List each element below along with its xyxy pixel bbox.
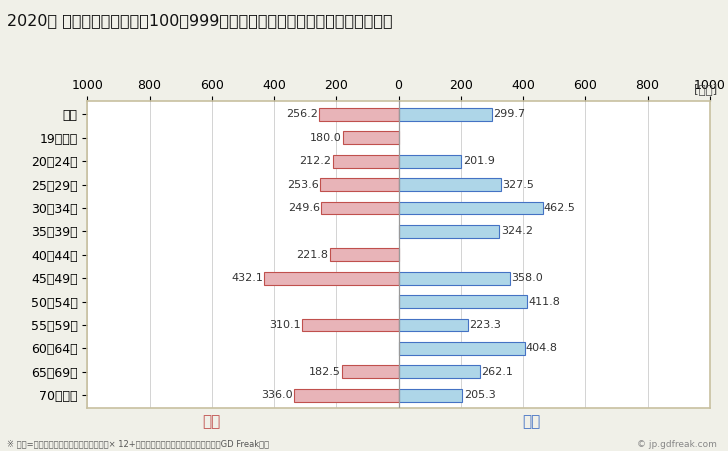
Bar xyxy=(399,342,525,355)
Text: 201.9: 201.9 xyxy=(463,156,494,166)
Bar xyxy=(399,178,501,191)
Bar xyxy=(333,155,399,168)
Bar xyxy=(343,131,399,144)
Text: 411.8: 411.8 xyxy=(528,297,560,307)
Text: 262.1: 262.1 xyxy=(481,367,513,377)
Bar xyxy=(320,178,399,191)
Text: 180.0: 180.0 xyxy=(309,133,341,143)
Bar xyxy=(399,155,462,168)
Bar xyxy=(319,108,399,121)
Text: 310.1: 310.1 xyxy=(269,320,301,330)
Text: 336.0: 336.0 xyxy=(261,390,293,400)
Text: 324.2: 324.2 xyxy=(501,226,533,236)
Text: 404.8: 404.8 xyxy=(526,344,558,354)
Bar xyxy=(399,295,527,308)
Text: 256.2: 256.2 xyxy=(285,109,317,120)
Text: 253.6: 253.6 xyxy=(287,179,318,189)
Text: ※ 年収=「きまって支給する現金給与額」× 12+「年間賞与その他特別給与額」としてGD Freak推計: ※ 年収=「きまって支給する現金給与額」× 12+「年間賞与その他特別給与額」と… xyxy=(7,440,269,449)
Bar xyxy=(330,249,399,261)
Text: 男性: 男性 xyxy=(522,414,541,429)
Text: 女性: 女性 xyxy=(202,414,221,429)
Bar xyxy=(321,202,399,214)
Bar xyxy=(399,108,492,121)
Text: 299.7: 299.7 xyxy=(493,109,525,120)
Text: 249.6: 249.6 xyxy=(288,203,320,213)
Text: 432.1: 432.1 xyxy=(231,273,263,283)
Text: 2020年 民間企業（従業者数100～999人）フルタイム労働者の男女別平均年収: 2020年 民間企業（従業者数100～999人）フルタイム労働者の男女別平均年収 xyxy=(7,14,393,28)
Bar xyxy=(399,318,468,331)
Bar xyxy=(399,225,499,238)
Bar xyxy=(264,272,399,285)
Text: © jp.gdfreak.com: © jp.gdfreak.com xyxy=(637,440,717,449)
Bar xyxy=(399,272,510,285)
Bar xyxy=(399,365,480,378)
Text: 358.0: 358.0 xyxy=(511,273,543,283)
Text: 212.2: 212.2 xyxy=(299,156,331,166)
Text: 182.5: 182.5 xyxy=(309,367,341,377)
Bar xyxy=(341,365,399,378)
Text: 223.3: 223.3 xyxy=(470,320,501,330)
Text: 327.5: 327.5 xyxy=(502,179,534,189)
Text: 205.3: 205.3 xyxy=(464,390,496,400)
Text: 462.5: 462.5 xyxy=(544,203,576,213)
Bar xyxy=(399,202,542,214)
Text: [万円]: [万円] xyxy=(694,84,717,97)
Bar xyxy=(294,389,399,402)
Bar xyxy=(399,389,462,402)
Bar xyxy=(302,318,399,331)
Text: 221.8: 221.8 xyxy=(296,250,328,260)
